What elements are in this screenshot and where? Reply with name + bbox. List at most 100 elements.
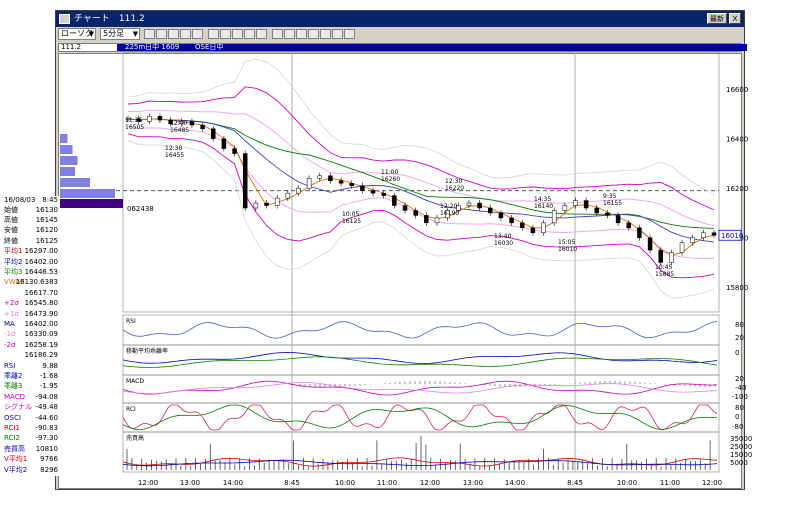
candle-body [477, 202, 482, 209]
eraser-icon[interactable] [308, 29, 319, 39]
side-row: RSI 9.88 [3, 362, 59, 371]
chart-window: チャート 111.2 最新 X ローソク ▼ 5分足 ▼ 111.2 225m日中 … [55, 10, 747, 490]
candle-body [179, 121, 184, 125]
side-row: シグナル -49.48 [3, 403, 59, 412]
volume-profile-bar [60, 156, 78, 165]
side-row-label: 平均3 [4, 268, 23, 276]
side-row: 売買高 10810 [3, 445, 59, 454]
band-2sigma-lower [127, 133, 715, 279]
rci-label: RCI [126, 406, 136, 413]
candle-body [424, 215, 429, 224]
ma3-line [127, 118, 715, 229]
session-label: OSE日中 [195, 43, 224, 51]
side-row: -1σ 16330.09 [3, 330, 59, 339]
help-icon[interactable] [344, 29, 355, 39]
side-row-value: 16130 [35, 205, 58, 214]
candle-body [317, 175, 323, 179]
chart-type-value: ローソク [61, 29, 93, 38]
side-row-value: 16130.6383 [15, 278, 58, 287]
x-tick-label: 13:00 [463, 479, 483, 487]
annotation-time: 14:35 [534, 196, 551, 203]
side-row-label: VWAP [4, 278, 25, 287]
side-row-label: V平均1 [4, 455, 28, 464]
area-icon[interactable] [180, 29, 191, 39]
x-tick-label: 14:00 [223, 479, 243, 487]
candle-body [509, 217, 514, 224]
side-row-value: 9.88 [42, 361, 58, 370]
rsi-label: RSI [126, 318, 136, 325]
side-row-value: 16120 [35, 226, 58, 235]
side-row-label: 終値 [4, 236, 18, 245]
point-icon[interactable] [192, 29, 203, 39]
pen-icon[interactable] [296, 29, 307, 39]
candle-body [125, 118, 131, 121]
side-row: 平均1 16297.00 [3, 247, 59, 256]
kairi2-line [122, 351, 718, 364]
chevron-down-icon: ▼ [88, 30, 94, 38]
interval-select[interactable]: 5分足 ▼ [100, 28, 140, 40]
chart-type-select[interactable]: ローソク ▼ [58, 28, 96, 40]
close-icon[interactable]: X [729, 13, 741, 24]
select-icon[interactable] [272, 29, 283, 39]
candle-body [413, 210, 418, 216]
candle-body [445, 210, 450, 219]
candle-icon[interactable] [144, 29, 155, 39]
side-row-value: 16330.09 [24, 330, 58, 339]
candle-body [264, 202, 269, 206]
candle-body [200, 124, 205, 130]
rci1-line [122, 404, 718, 431]
trend-icon[interactable] [208, 29, 219, 39]
candle-body [338, 180, 344, 184]
annotation-time: 12:40 [170, 120, 187, 127]
candle-body [189, 121, 195, 126]
side-row-value: 9766 [40, 455, 58, 464]
side-date: 16/08/03 [4, 196, 36, 204]
annotation-time: 11:35 [125, 117, 142, 124]
rci-panel [122, 402, 720, 433]
side-row: +2σ 16545.80 [3, 299, 59, 308]
candle-body [157, 116, 163, 121]
side-row-value: -44.60 [35, 413, 58, 422]
side-row: OSCI -44.60 [3, 414, 59, 423]
side-row-value: 16297.00 [24, 247, 58, 256]
bar-icon[interactable] [156, 29, 167, 39]
side-row-label: V平均2 [4, 465, 28, 474]
candle-body [488, 207, 493, 214]
zoom-icon[interactable] [244, 29, 255, 39]
annotation-value: 16190 [440, 210, 459, 217]
side-row-label: +2σ [4, 299, 19, 308]
line-icon[interactable] [168, 29, 179, 39]
text-icon[interactable] [284, 29, 295, 39]
band-3sigma-lower [127, 140, 715, 299]
candle-body [551, 210, 557, 224]
annotation-value: 16455 [165, 152, 184, 159]
hline-icon[interactable] [232, 29, 243, 39]
x-tick-label: 8:45 [284, 479, 300, 487]
side-row: V平均1 9766 [3, 455, 59, 464]
price-y-tick: 16600 [726, 86, 748, 94]
cross-icon[interactable] [256, 29, 267, 39]
settings-icon[interactable] [332, 29, 343, 39]
candle-body [637, 227, 642, 238]
annotation-time: 12:20 [440, 203, 457, 210]
fib-icon[interactable] [220, 29, 231, 39]
last-price-label: 16010 [721, 232, 743, 240]
print-icon[interactable] [320, 29, 331, 39]
candle-body [530, 227, 536, 234]
latest-button[interactable]: 最新 [707, 13, 727, 24]
annotation-value: 16030 [494, 240, 513, 247]
side-row-label: RCI2 [4, 434, 20, 443]
band-1sigma-lower [127, 125, 715, 259]
candle-body [605, 212, 610, 216]
candle-body [519, 222, 525, 229]
candle-body [210, 128, 216, 139]
candle-body [349, 182, 354, 186]
side-row: 16617.70 [3, 289, 59, 298]
side-row-value: -1.95 [39, 382, 58, 391]
side-row-label: 乖離3 [4, 382, 23, 391]
x-tick-label: 8:45 [567, 479, 583, 487]
macd-y-tick: 20 [735, 375, 744, 383]
side-row-label: 平均1 [4, 247, 23, 256]
rci2-line [122, 404, 718, 431]
